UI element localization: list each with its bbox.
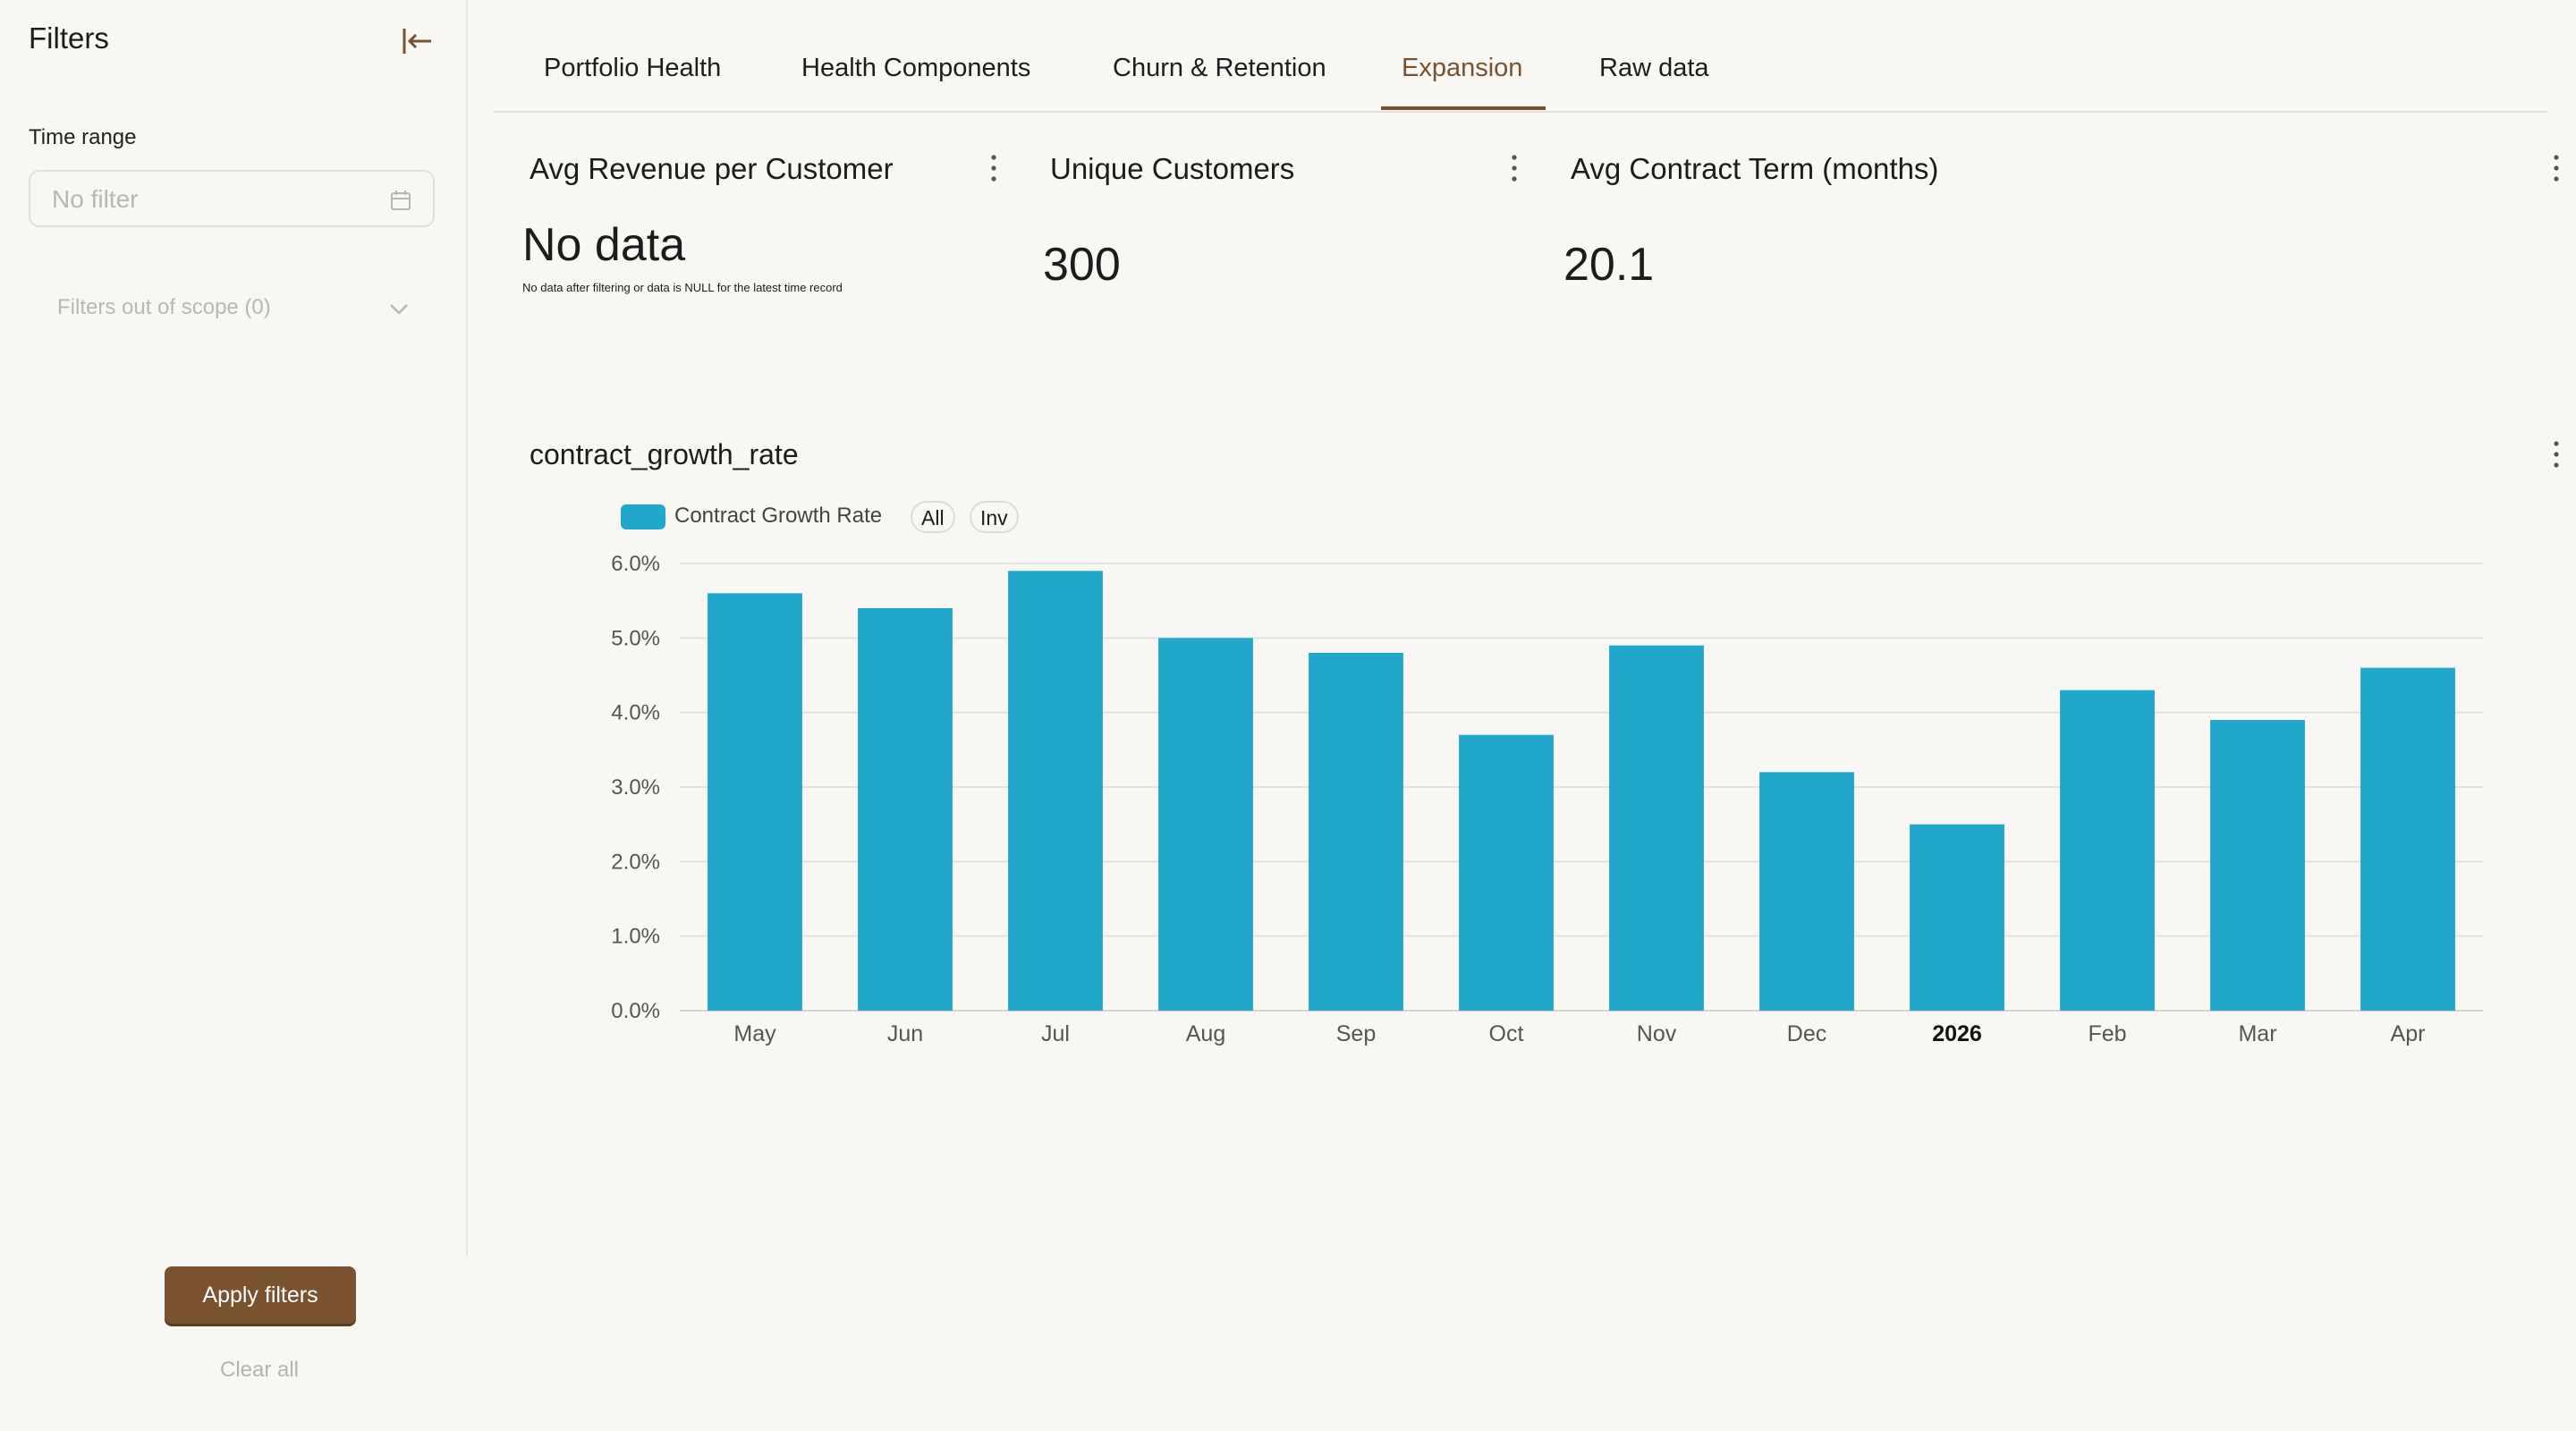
x-tick-label: Aug xyxy=(1186,1021,1225,1046)
kpi-avg-revenue-menu-icon[interactable] xyxy=(983,152,1004,184)
y-tick-label: 5.0% xyxy=(611,626,660,650)
legend-all-button[interactable]: All xyxy=(911,501,955,533)
y-tick-label: 4.0% xyxy=(611,701,660,725)
y-tick-label: 0.0% xyxy=(611,999,660,1023)
bar-jun[interactable] xyxy=(858,608,953,1011)
bar-chart: 0.0% 1.0% 2.0% 3.0% 4.0% 5.0% 6.0% May Jun Jul Aug… xyxy=(611,552,2483,1046)
time-range-placeholder: No filter xyxy=(52,185,139,213)
bar-sep[interactable] xyxy=(1309,653,1403,1011)
x-tick-label: Feb xyxy=(2088,1021,2126,1046)
tab-churn-retention[interactable]: Churn & Retention xyxy=(1113,54,1326,82)
sidebar-divider xyxy=(466,0,468,1257)
x-tick-label: Apr xyxy=(2391,1021,2426,1046)
kpi-value-unique-customers: 300 xyxy=(1043,239,1121,291)
kpi-title-avg-revenue: Avg Revenue per Customer xyxy=(530,152,894,185)
legend-invert-button[interactable]: Inv xyxy=(970,501,1019,533)
active-tab-indicator xyxy=(1381,106,1546,110)
kpi-value-avg-contract-term: 20.1 xyxy=(1563,239,1655,291)
tab-raw-data[interactable]: Raw data xyxy=(1599,54,1709,82)
x-tick-label: Jul xyxy=(1041,1021,1070,1046)
time-range-label: Time range xyxy=(29,125,137,149)
kpi-title-unique-customers: Unique Customers xyxy=(1050,152,1295,185)
filters-title: Filters xyxy=(29,21,109,55)
filters-out-of-scope-label: Filters out of scope (0) xyxy=(57,295,271,319)
dashboard-tabs: Portfolio Health Health Components Churn… xyxy=(494,0,2547,113)
time-range-input[interactable]: No filter xyxy=(29,170,435,227)
bar-2026[interactable] xyxy=(1910,824,2004,1011)
kpi-unique-customers-menu-icon[interactable] xyxy=(1504,152,1525,184)
y-tick-label: 1.0% xyxy=(611,925,660,949)
tab-expansion[interactable]: Expansion xyxy=(1402,54,1523,82)
x-tick-label: Jun xyxy=(887,1021,923,1046)
apply-filters-button[interactable]: Apply filters xyxy=(165,1266,356,1324)
filters-out-of-scope-toggle[interactable]: Filters out of scope (0) xyxy=(57,292,411,327)
bar-may[interactable] xyxy=(708,593,802,1011)
x-tick-label: Sep xyxy=(1336,1021,1376,1046)
filters-sidebar: Filters Time range No filter Filters out… xyxy=(0,0,465,1431)
x-tick-label: May xyxy=(733,1021,776,1046)
chevron-down-icon xyxy=(390,304,408,315)
kpi-avg-contract-term-menu-icon[interactable] xyxy=(2546,152,2567,184)
x-tick-label: Dec xyxy=(1787,1021,1826,1046)
chart-menu-icon[interactable] xyxy=(2546,438,2567,470)
bar-aug[interactable] xyxy=(1158,638,1253,1011)
bar-apr[interactable] xyxy=(2360,667,2455,1011)
chart-title: contract_growth_rate xyxy=(530,438,799,470)
bar-nov[interactable] xyxy=(1609,645,1704,1011)
calendar-icon xyxy=(391,191,411,210)
x-tick-label: Nov xyxy=(1637,1021,1677,1046)
y-tick-label: 2.0% xyxy=(611,850,660,874)
kpi-note-avg-revenue: No data after filtering or data is NULL … xyxy=(522,281,843,294)
legend-label[interactable]: Contract Growth Rate xyxy=(674,504,883,528)
kpi-title-avg-contract-term: Avg Contract Term (months) xyxy=(1571,152,1939,185)
bar-mar[interactable] xyxy=(2210,720,2305,1011)
tab-health-components[interactable]: Health Components xyxy=(801,54,1031,82)
clear-all-button[interactable]: Clear all xyxy=(219,1358,300,1382)
bar-oct[interactable] xyxy=(1459,734,1554,1011)
y-tick-label: 6.0% xyxy=(611,552,660,576)
tab-portfolio-health[interactable]: Portfolio Health xyxy=(544,54,722,82)
legend-swatch[interactable] xyxy=(621,504,665,529)
collapse-sidebar-icon[interactable] xyxy=(399,23,435,59)
kpi-value-avg-revenue: No data xyxy=(522,219,686,271)
x-tick-label: Mar xyxy=(2238,1021,2276,1046)
bar-feb[interactable] xyxy=(2060,690,2155,1011)
bar-dec[interactable] xyxy=(1759,772,1854,1011)
bar-jul[interactable] xyxy=(1008,571,1103,1011)
x-tick-label: 2026 xyxy=(1932,1021,1982,1046)
y-tick-label: 3.0% xyxy=(611,775,660,800)
x-tick-label: Oct xyxy=(1489,1021,1524,1046)
